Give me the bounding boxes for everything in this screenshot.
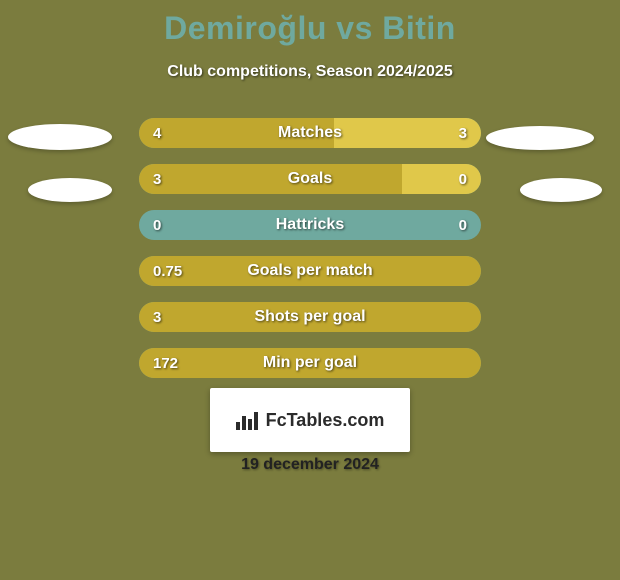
decorative-oval bbox=[520, 178, 602, 202]
stat-row: 0.75Goals per match bbox=[139, 256, 481, 286]
bar-left-fill bbox=[139, 302, 481, 332]
comparison-card: Demiroğlu vs Bitin Club competitions, Se… bbox=[0, 0, 620, 580]
stat-value-right: 0 bbox=[459, 210, 467, 240]
bar-left-fill bbox=[139, 348, 481, 378]
decorative-oval bbox=[486, 126, 594, 150]
bar-left-fill bbox=[139, 118, 334, 148]
brand-text: FcTables.com bbox=[266, 410, 385, 431]
stat-row: 3Shots per goal bbox=[139, 302, 481, 332]
page-title: Demiroğlu vs Bitin bbox=[0, 0, 620, 47]
bar-right-fill bbox=[334, 118, 481, 148]
stat-row: 172Min per goal bbox=[139, 348, 481, 378]
date: 19 december 2024 bbox=[0, 456, 620, 474]
bar-left-fill bbox=[139, 256, 481, 286]
subtitle: Club competitions, Season 2024/2025 bbox=[0, 63, 620, 81]
bar-right-fill bbox=[402, 164, 481, 194]
bar-left-fill bbox=[139, 164, 402, 194]
bars-icon bbox=[236, 410, 260, 430]
brand-badge: FcTables.com bbox=[210, 388, 410, 452]
decorative-oval bbox=[8, 124, 112, 150]
stats-bars: 43Matches 30Goals 0 0Hattricks 0.75Goals per… bbox=[0, 118, 620, 394]
stat-label: Hattricks bbox=[139, 210, 481, 240]
stat-row: 0 0Hattricks bbox=[139, 210, 481, 240]
stat-row: 43Matches bbox=[139, 118, 481, 148]
stat-row: 30Goals bbox=[139, 164, 481, 194]
decorative-oval bbox=[28, 178, 112, 202]
stat-value-left: 0 bbox=[153, 210, 161, 240]
